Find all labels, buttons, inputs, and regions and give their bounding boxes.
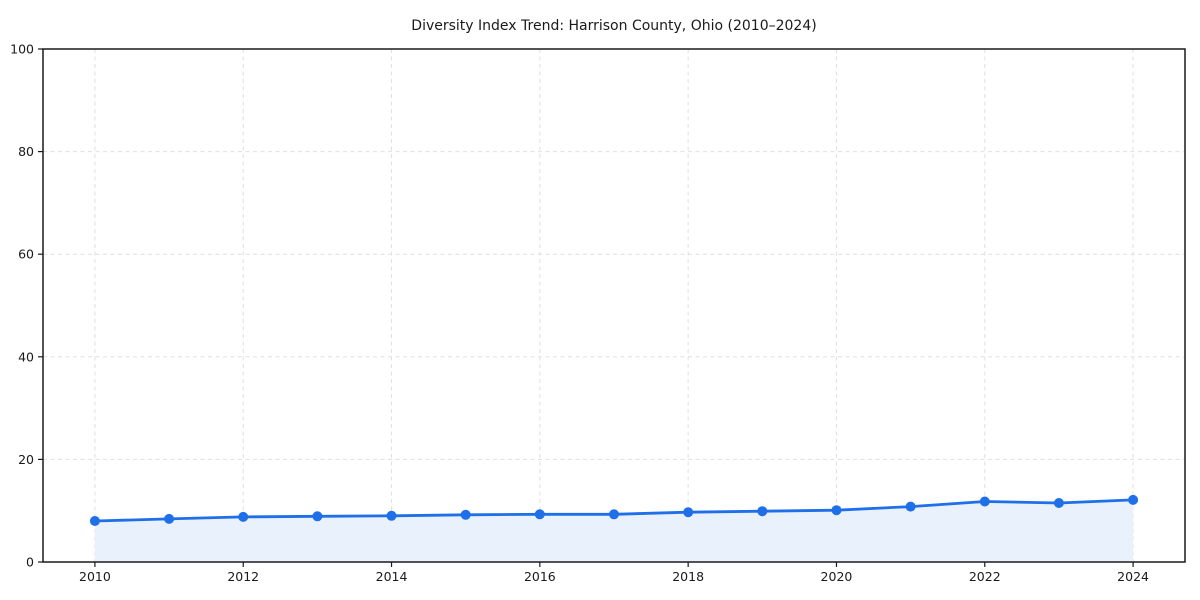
- data-point-2023: [1053, 498, 1064, 508]
- data-point-2014: [386, 510, 397, 521]
- x-tick-label: 2014: [376, 569, 408, 584]
- data-point-2017: [609, 509, 619, 520]
- data-point-2011: [164, 513, 175, 524]
- x-tick-label: 2012: [227, 569, 259, 584]
- x-tick-label: 2010: [79, 569, 111, 584]
- data-point-2024: [1128, 494, 1139, 505]
- data-point-2012: [238, 511, 249, 522]
- plot-frame: [42, 48, 1186, 563]
- y-tick-label: 40: [18, 349, 34, 364]
- plot-area: 2010 2012 2014 2016 2018 2020 2022 2024 0 20 40 60 8…: [10, 42, 1186, 584]
- x-tick-label: 2018: [672, 569, 704, 584]
- y-tick-label: 0: [26, 555, 34, 570]
- data-point-2020: [831, 505, 842, 516]
- y-tick-label: 80: [18, 144, 34, 159]
- data-point-2013: [312, 511, 323, 522]
- y-tick-label: 20: [18, 452, 34, 467]
- y-tick-label: 60: [18, 247, 34, 262]
- y-tick-label: 100: [10, 42, 34, 57]
- data-point-2019: [757, 506, 768, 517]
- x-tick-label: 2024: [1117, 569, 1149, 584]
- x-tick-label: 2022: [969, 569, 1001, 584]
- chart-title: Diversity Index Trend: Harrison County, …: [411, 18, 816, 34]
- data-point-2015: [460, 509, 471, 520]
- x-tick-label: 2020: [821, 569, 853, 584]
- data-point-2021: [905, 501, 916, 512]
- x-tick-label: 2016: [524, 569, 556, 584]
- data-point-2022: [979, 496, 990, 507]
- data-point-2016: [534, 509, 545, 520]
- data-point-2018: [683, 507, 694, 518]
- data-point-2010: [89, 516, 100, 526]
- area-fill: [94, 499, 1134, 562]
